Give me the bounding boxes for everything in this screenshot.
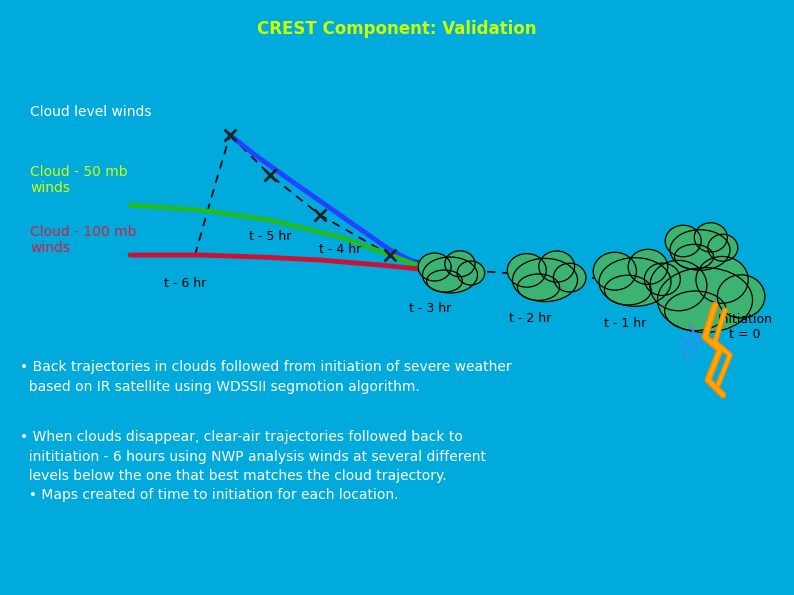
Ellipse shape bbox=[670, 230, 730, 270]
Text: • Back trajectories in clouds followed from initiation of severe weather
  based: • Back trajectories in clouds followed f… bbox=[20, 360, 511, 393]
Ellipse shape bbox=[445, 251, 475, 277]
Ellipse shape bbox=[539, 251, 575, 282]
Ellipse shape bbox=[512, 258, 577, 302]
Ellipse shape bbox=[604, 275, 651, 305]
Text: t - 6 hr: t - 6 hr bbox=[164, 277, 206, 290]
Ellipse shape bbox=[457, 261, 484, 285]
Ellipse shape bbox=[657, 268, 753, 333]
Ellipse shape bbox=[707, 234, 738, 261]
Text: t - 1 hr: t - 1 hr bbox=[604, 317, 646, 330]
Text: Cloud level winds: Cloud level winds bbox=[30, 105, 152, 119]
Ellipse shape bbox=[694, 223, 727, 252]
Ellipse shape bbox=[593, 252, 637, 290]
Ellipse shape bbox=[426, 270, 462, 292]
Ellipse shape bbox=[696, 256, 748, 303]
Ellipse shape bbox=[599, 258, 671, 306]
Ellipse shape bbox=[553, 263, 586, 292]
Ellipse shape bbox=[665, 226, 701, 257]
Text: t - 5 hr: t - 5 hr bbox=[249, 230, 291, 243]
Ellipse shape bbox=[650, 261, 707, 311]
Text: t - 2 hr: t - 2 hr bbox=[509, 312, 551, 325]
Text: • When clouds disappear, clear-air trajectories followed back to
  inititiation : • When clouds disappear, clear-air traje… bbox=[20, 430, 486, 503]
Ellipse shape bbox=[665, 291, 727, 331]
Ellipse shape bbox=[422, 257, 477, 293]
Ellipse shape bbox=[717, 275, 765, 318]
Text: Cloud - 50 mb
winds: Cloud - 50 mb winds bbox=[30, 165, 128, 195]
Ellipse shape bbox=[418, 253, 451, 281]
Ellipse shape bbox=[645, 263, 680, 296]
Ellipse shape bbox=[674, 245, 714, 269]
Ellipse shape bbox=[507, 253, 546, 287]
Ellipse shape bbox=[628, 249, 668, 284]
Text: Initiation
t = 0: Initiation t = 0 bbox=[718, 313, 773, 341]
Ellipse shape bbox=[518, 274, 560, 300]
Text: Cloud - 100 mb
winds: Cloud - 100 mb winds bbox=[30, 225, 137, 255]
Text: t - 3 hr: t - 3 hr bbox=[409, 302, 451, 315]
Text: CREST Component: Validation: CREST Component: Validation bbox=[257, 20, 537, 38]
Text: t - 4 hr: t - 4 hr bbox=[319, 243, 361, 256]
